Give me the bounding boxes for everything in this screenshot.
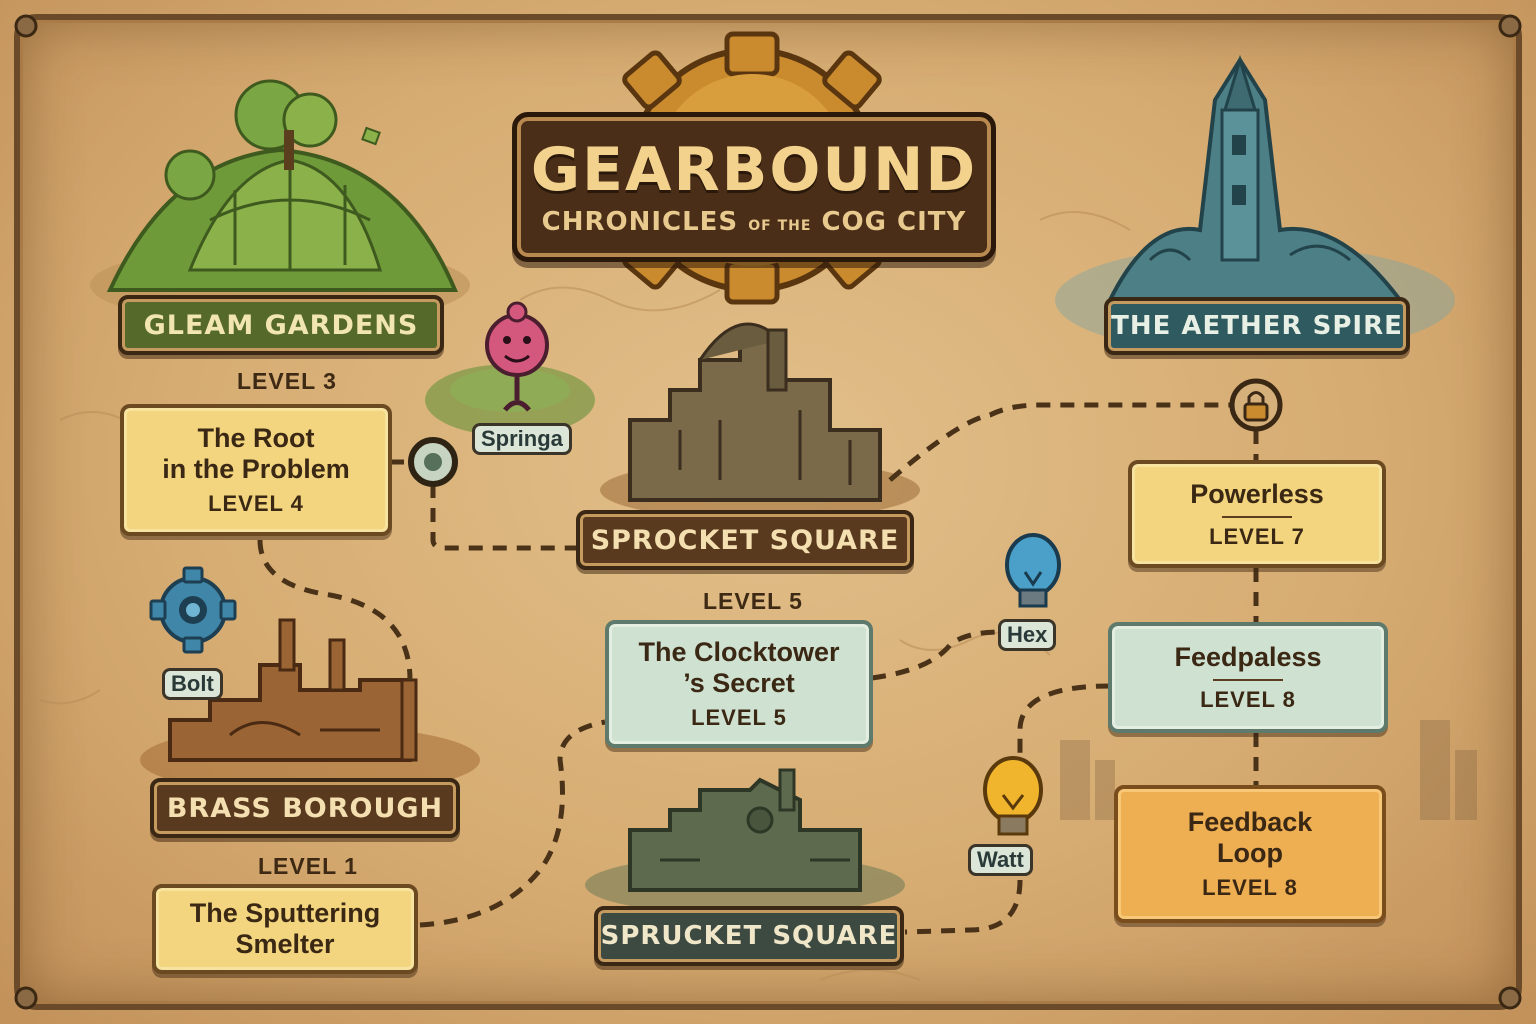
level-label-5: LEVEL 5 xyxy=(703,588,803,614)
game-title: GEARBOUND xyxy=(530,135,978,205)
brass-borough-scene xyxy=(140,618,480,795)
springa-icon xyxy=(485,301,549,412)
gleam-gardens-scene xyxy=(90,79,470,325)
level-card-title: The Root xyxy=(197,423,315,453)
level-card-clocktower-secret[interactable]: The Clocktower ’s Secret LEVEL 5 xyxy=(605,620,873,748)
level-card-level: LEVEL 4 xyxy=(208,491,304,516)
watt-bulb-icon xyxy=(983,756,1043,836)
region-brass-borough[interactable]: BRASS BOROUGH xyxy=(150,778,460,838)
card-divider xyxy=(1213,679,1283,681)
level-card-title: The Sputtering xyxy=(189,898,381,928)
level-card-feedpaless[interactable]: Feedpaless LEVEL 8 xyxy=(1108,622,1388,733)
level-card-title: ’s Secret xyxy=(683,668,795,698)
sprocket-square-scene xyxy=(600,322,920,520)
character-springa[interactable]: Springa xyxy=(472,423,572,455)
region-sprocket-square[interactable]: SPROCKET SQUARE xyxy=(576,510,914,570)
level-label-1: LEVEL 1 xyxy=(258,853,358,879)
map-paths xyxy=(257,402,1259,935)
level-card-root-in-the-problem[interactable]: The Root in the Problem LEVEL 4 xyxy=(120,404,392,536)
level-card-level: LEVEL 8 xyxy=(1200,687,1296,712)
level-card-title: Feedback xyxy=(1187,807,1313,837)
level-card-level: LEVEL 5 xyxy=(691,705,787,730)
level-card-title: Loop xyxy=(1217,838,1283,868)
card-divider xyxy=(1222,515,1292,518)
level-card-title: The Clocktower xyxy=(638,637,840,667)
level-card-title: Smelter xyxy=(235,929,335,959)
level-card-level: LEVEL 8 xyxy=(1202,875,1298,900)
map-node-icon xyxy=(408,437,458,487)
springa-hill xyxy=(425,364,595,436)
bolt-gear-icon xyxy=(149,566,237,654)
character-watt[interactable]: Watt xyxy=(968,844,1033,876)
lock-icon xyxy=(1229,378,1283,432)
level-card-powerless[interactable]: Powerless LEVEL 7 xyxy=(1128,460,1386,568)
game-subtitle: CHRONICLES OF THE COG CITY xyxy=(541,207,967,237)
level-card-sputtering-smelter[interactable]: The Sputtering Smelter xyxy=(152,884,418,974)
distant-skyline xyxy=(1060,720,1477,820)
region-sprucket-square[interactable]: SPRUCKET SQUARE xyxy=(594,906,904,966)
level-card-title: Feedpaless xyxy=(1174,642,1322,672)
level-card-title: Powerless xyxy=(1190,478,1324,509)
sprucket-square-scene xyxy=(585,768,905,915)
level-label-3: LEVEL 3 xyxy=(237,368,337,394)
character-bolt[interactable]: Bolt xyxy=(162,668,223,700)
hex-bulb-icon xyxy=(1005,533,1061,608)
level-card-feedback-loop[interactable]: Feedback Loop LEVEL 8 xyxy=(1114,785,1386,923)
region-gleam-gardens[interactable]: GLEAM GARDENS xyxy=(118,295,444,355)
game-title-banner: GEARBOUND CHRONICLES OF THE COG CITY xyxy=(512,112,996,262)
character-hex[interactable]: Hex xyxy=(998,619,1057,651)
level-card-title: in the Problem xyxy=(162,454,350,484)
map-frame xyxy=(14,14,1522,1010)
region-aether-spire[interactable]: THE AETHER SPIRE xyxy=(1104,297,1410,355)
level-card-level: LEVEL 7 xyxy=(1209,523,1305,549)
corner-rivets xyxy=(14,14,1522,1010)
